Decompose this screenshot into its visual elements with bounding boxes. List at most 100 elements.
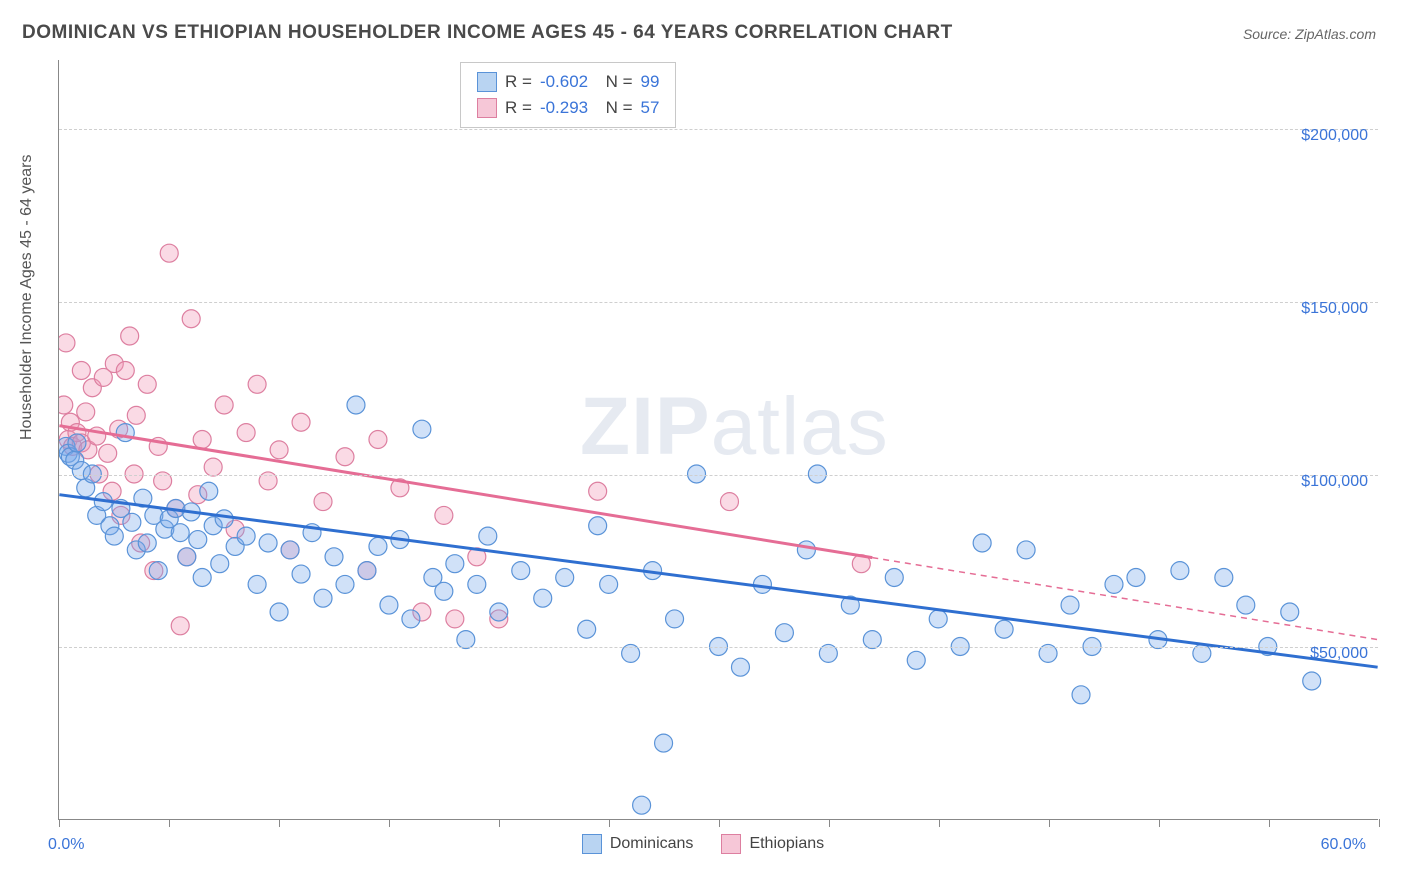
data-point [77,403,95,421]
legend-item: Dominicans [582,834,694,854]
data-point [589,517,607,535]
data-point [270,603,288,621]
x-tick [939,819,940,827]
legend-item: Ethiopians [721,834,824,854]
data-point [59,334,75,352]
data-point [171,524,189,542]
data-point [797,541,815,559]
data-point [1303,672,1321,690]
data-point [68,434,86,452]
data-point [457,631,475,649]
data-point [138,375,156,393]
data-point [121,327,139,345]
data-point [413,420,431,438]
data-point [325,548,343,566]
gridline [59,647,1378,648]
data-point [127,406,145,424]
y-tick-label: $100,000 [1301,473,1368,491]
stat-r-label: R = [505,69,532,95]
stat-r-value: -0.293 [540,95,588,121]
data-point [138,534,156,552]
legend-swatch [721,834,741,854]
data-point [973,534,991,552]
data-point [468,575,486,593]
y-tick-label: $200,000 [1301,127,1368,145]
data-point [149,562,167,580]
x-tick [1049,819,1050,827]
data-point [72,362,90,380]
trend-line-dashed [872,558,1377,640]
x-tick [499,819,500,827]
x-tick [279,819,280,827]
chart-svg [59,60,1378,819]
data-point [116,362,134,380]
data-point [369,537,387,555]
data-point [237,424,255,442]
data-point [512,562,530,580]
data-point [775,624,793,642]
data-point [259,534,277,552]
y-tick-label: $150,000 [1301,300,1368,318]
data-point [358,562,376,580]
data-point [215,396,233,414]
data-point [248,375,266,393]
legend-label: Ethiopians [749,835,824,853]
data-point [211,555,229,573]
data-point [534,589,552,607]
stats-row: R = -0.602 N = 99 [477,69,659,95]
x-tick [59,819,60,827]
data-point [1171,562,1189,580]
legend-swatch [477,72,497,92]
data-point [995,620,1013,638]
data-point [720,493,738,511]
data-point [1281,603,1299,621]
data-point [731,658,749,676]
data-point [589,482,607,500]
data-point [479,527,497,545]
data-point [237,527,255,545]
data-point [655,734,673,752]
data-point [171,617,189,635]
data-point [446,610,464,628]
data-point [248,575,266,593]
x-tick [1159,819,1160,827]
data-point [446,555,464,573]
x-tick [1269,819,1270,827]
plot-area: $50,000 $100,000 $150,000 $200,000 [58,60,1378,820]
stats-row: R = -0.293 N = 57 [477,95,659,121]
chart-title: DOMINICAN VS ETHIOPIAN HOUSEHOLDER INCOM… [22,22,953,44]
data-point [215,510,233,528]
data-point [347,396,365,414]
data-point [1237,596,1255,614]
data-point [885,569,903,587]
data-point [336,575,354,593]
y-axis-title: Householder Income Ages 45 - 64 years [18,155,36,441]
y-tick-label: $50,000 [1310,645,1368,663]
data-point [314,589,332,607]
data-point [193,569,211,587]
data-point [863,631,881,649]
x-tick [169,819,170,827]
data-point [59,396,73,414]
data-point [105,527,123,545]
stat-n-label: N = [596,69,632,95]
data-point [402,610,420,628]
x-tick [829,819,830,827]
x-tick [1379,819,1380,827]
data-point [1017,541,1035,559]
data-point [666,610,684,628]
data-point [1127,569,1145,587]
data-point [292,565,310,583]
source-label: Source: ZipAtlas.com [1243,26,1376,42]
data-point [204,458,222,476]
stats-legend-box: R = -0.602 N = 99R = -0.293 N = 57 [460,62,676,128]
data-point [578,620,596,638]
data-point [435,506,453,524]
gridline [59,129,1378,130]
data-point [99,444,117,462]
data-point [160,244,178,262]
legend-swatch [582,834,602,854]
data-point [182,310,200,328]
x-tick [719,819,720,827]
data-point [189,531,207,549]
